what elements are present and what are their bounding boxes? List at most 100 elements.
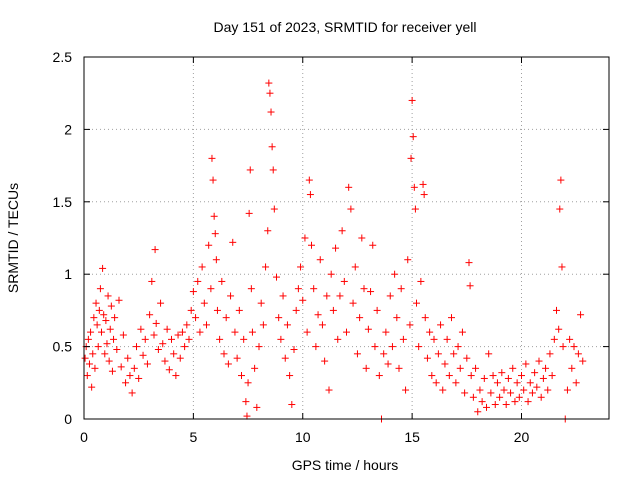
data-point xyxy=(279,292,287,300)
data-point xyxy=(480,374,488,382)
data-point xyxy=(194,277,202,285)
data-point xyxy=(220,350,228,358)
data-point xyxy=(92,299,100,307)
data-point xyxy=(203,321,210,329)
data-point xyxy=(108,367,116,375)
data-point xyxy=(347,205,355,213)
data-point xyxy=(472,364,480,372)
data-point xyxy=(310,285,318,293)
data-point xyxy=(513,379,521,387)
data-point xyxy=(189,288,197,296)
data-point xyxy=(259,321,267,329)
data-point xyxy=(413,299,420,307)
data-point xyxy=(454,343,462,351)
data-point xyxy=(340,277,348,285)
data-point xyxy=(384,360,392,368)
x-tick-label: 15 xyxy=(404,429,420,445)
data-point xyxy=(146,311,154,319)
data-point xyxy=(161,357,169,365)
data-point xyxy=(94,343,102,351)
data-point xyxy=(98,328,105,336)
data-point xyxy=(458,328,466,336)
data-point xyxy=(445,372,453,380)
data-point xyxy=(176,354,184,362)
data-point xyxy=(213,306,221,314)
data-point xyxy=(526,379,534,387)
data-point xyxy=(244,379,252,387)
data-point xyxy=(362,364,370,372)
data-point xyxy=(265,79,273,87)
data-point xyxy=(124,354,132,362)
data-point xyxy=(434,350,442,358)
data-point xyxy=(238,372,245,380)
data-point xyxy=(207,285,215,293)
data-point xyxy=(89,350,97,358)
data-point xyxy=(364,325,372,333)
data-point xyxy=(386,292,394,300)
data-point xyxy=(539,374,547,382)
data-point xyxy=(150,331,158,339)
data-point xyxy=(245,209,253,217)
axis-ticks xyxy=(83,56,609,420)
data-point xyxy=(399,335,407,343)
data-point xyxy=(469,393,477,401)
data-point xyxy=(210,212,218,220)
data-point xyxy=(102,317,110,325)
data-point xyxy=(235,306,243,314)
data-point xyxy=(555,325,563,333)
data-point xyxy=(511,398,519,406)
data-point xyxy=(113,345,121,353)
data-point xyxy=(185,335,193,343)
data-point xyxy=(371,343,379,351)
data-point xyxy=(493,379,501,387)
data-point xyxy=(360,285,368,293)
data-point xyxy=(157,299,165,307)
data-point xyxy=(270,205,278,213)
data-point xyxy=(498,369,506,377)
data-point xyxy=(323,292,331,300)
data-point xyxy=(119,331,127,339)
data-point xyxy=(397,285,405,293)
data-point xyxy=(95,306,103,314)
data-point xyxy=(242,398,250,406)
data-point xyxy=(148,277,156,285)
data-point xyxy=(515,393,523,401)
data-point xyxy=(308,241,315,249)
data-point xyxy=(537,393,545,401)
data-point xyxy=(577,311,585,319)
data-point xyxy=(443,335,451,343)
data-point xyxy=(170,350,178,358)
data-point xyxy=(269,166,277,174)
data-point xyxy=(218,277,226,285)
data-point xyxy=(246,166,254,174)
data-point xyxy=(181,343,189,351)
data-point xyxy=(151,246,159,254)
data-point xyxy=(248,328,256,336)
data-point xyxy=(262,263,270,271)
data-point xyxy=(439,386,447,394)
data-point xyxy=(93,321,101,329)
y-tick-label: 2 xyxy=(64,121,72,137)
data-point xyxy=(211,230,219,238)
data-point xyxy=(81,354,89,362)
data-point xyxy=(489,372,497,380)
data-point xyxy=(283,321,291,329)
data-point xyxy=(487,389,495,397)
data-point xyxy=(558,263,566,271)
data-point xyxy=(273,273,280,281)
tick-labels: 0 5 10 15 20 0 0.5 1 1.5 2 2.5 xyxy=(53,49,530,445)
data-point xyxy=(117,363,125,371)
data-point xyxy=(196,328,204,336)
data-point xyxy=(277,335,285,343)
data-point xyxy=(476,386,484,394)
data-point xyxy=(426,328,434,336)
data-point xyxy=(518,372,525,380)
data-point xyxy=(415,343,423,351)
data-point xyxy=(268,143,276,151)
data-point xyxy=(420,191,428,199)
data-point xyxy=(110,335,118,343)
data-point xyxy=(152,319,160,327)
data-point xyxy=(533,383,541,391)
y-tick-label: 0.5 xyxy=(53,339,73,355)
data-point xyxy=(292,306,300,314)
